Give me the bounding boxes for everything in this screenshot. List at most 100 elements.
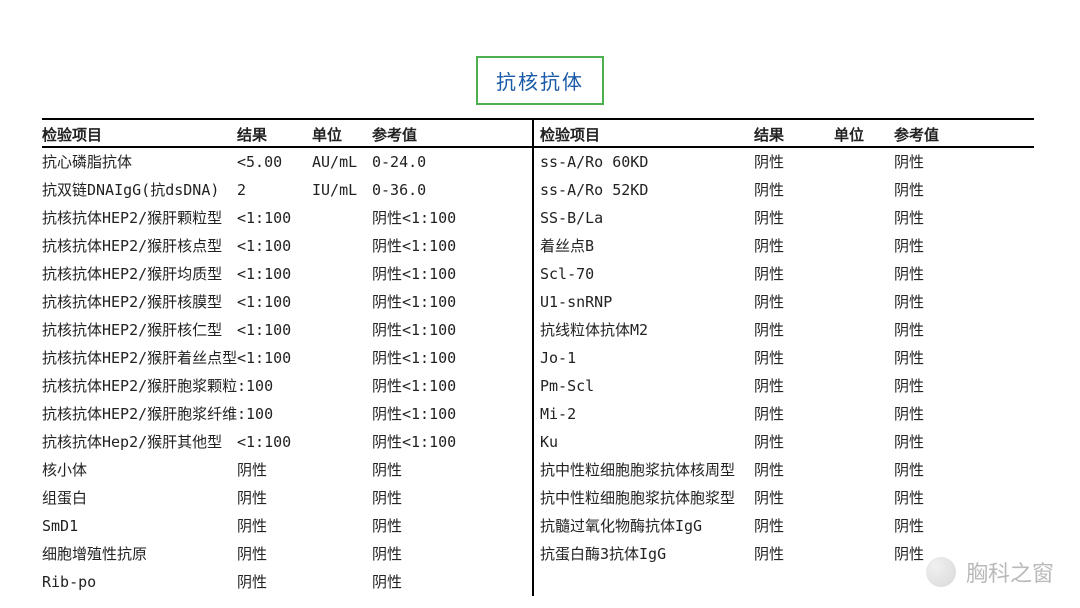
col-header-ref: 参考值 [894, 120, 1034, 150]
cell-ref: 阴性 [372, 484, 532, 512]
title-badge: 抗核抗体 [476, 56, 604, 105]
table-row: 抗核抗体HEP2/猴肝核仁型<1:100阴性<1:100 [42, 316, 532, 344]
cell-result: 2 [237, 176, 312, 204]
watermark-text: 胸科之窗 [966, 556, 1054, 588]
cell-ref: 阴性 [894, 344, 1034, 372]
cell-ref: 阴性 [894, 260, 1034, 288]
cell-item: 抗核抗体HEP2/猴肝胞浆纤维型 [42, 400, 237, 428]
cell-item: 抗心磷脂抗体 [42, 148, 237, 176]
table-row: 细胞增殖性抗原阴性阴性 [42, 540, 532, 568]
cell-ref: 阴性<1:100 [372, 204, 532, 232]
cell-item: 组蛋白 [42, 484, 237, 512]
table-row: 抗心磷脂抗体<5.00AU/mL0-24.0 [42, 148, 532, 176]
cell-result: 阴性 [237, 540, 312, 568]
cell-result: <1:100 [237, 204, 312, 232]
right-column-group: 检验项目 结果 单位 参考值 ss-A/Ro 60KD阴性阴性ss-A/Ro 5… [534, 118, 1034, 596]
cell-item: 着丝点B [534, 232, 754, 260]
watermark: 胸科之窗 [926, 556, 1054, 588]
cell-ref: 0-36.0 [372, 176, 532, 204]
table-row: Rib-po阴性阴性 [42, 568, 532, 596]
table-row: Ku阴性阴性 [534, 428, 1034, 456]
cell-ref: 阴性<1:100 [372, 232, 532, 260]
cell-item: ss-A/Ro 60KD [534, 148, 754, 176]
cell-item: 抗核抗体HEP2/猴肝核膜型 [42, 288, 237, 316]
cell-result: 阴性 [237, 456, 312, 484]
col-header-unit: 单位 [834, 120, 894, 150]
cell-item: 抗核抗体HEP2/猴肝均质型 [42, 260, 237, 288]
cell-item: 抗核抗体Hep2/猴肝其他型 [42, 428, 237, 456]
cell-ref: 阴性<1:100 [372, 400, 532, 428]
table-row: Scl-70阴性阴性 [534, 260, 1034, 288]
col-header-item: 检验项目 [42, 120, 237, 150]
cell-item: SmD1 [42, 512, 237, 540]
table-row: 抗双链DNAIgG(抗dsDNA)2IU/mL0-36.0 [42, 176, 532, 204]
cell-ref: 阴性 [894, 316, 1034, 344]
cell-item: 抗核抗体HEP2/猴肝核仁型 [42, 316, 237, 344]
cell-result: 阴性 [754, 344, 834, 372]
table-row: Jo-1阴性阴性 [534, 344, 1034, 372]
cell-ref: 阴性<1:100 [372, 372, 532, 400]
cell-result: <1:100 [237, 316, 312, 344]
cell-item: SS-B/La [534, 204, 754, 232]
cell-unit: IU/mL [312, 176, 372, 204]
cell-result: 阴性 [754, 540, 834, 568]
table-row: 抗核抗体HEP2/猴肝核点型<1:100阴性<1:100 [42, 232, 532, 260]
cell-result: 阴性 [754, 204, 834, 232]
cell-item: ss-A/Ro 52KD [534, 176, 754, 204]
cell-item: U1-snRNP [534, 288, 754, 316]
cell-ref: 阴性 [894, 372, 1034, 400]
col-header-ref: 参考值 [372, 120, 532, 150]
cell-ref: 阴性 [894, 400, 1034, 428]
cell-item: 核小体 [42, 456, 237, 484]
cell-ref: 阴性 [894, 456, 1034, 484]
table-row: U1-snRNP阴性阴性 [534, 288, 1034, 316]
table-row: 抗核抗体HEP2/猴肝着丝点型<1:100阴性<1:100 [42, 344, 532, 372]
cell-ref: 阴性 [894, 512, 1034, 540]
cell-item: 抗核抗体HEP2/猴肝着丝点型 [42, 344, 237, 372]
cell-result: <1:100 [237, 260, 312, 288]
cell-result: <1:100 [237, 428, 312, 456]
table-row: Pm-Scl阴性阴性 [534, 372, 1034, 400]
cell-ref: 阴性 [372, 456, 532, 484]
cell-ref: 阴性 [894, 428, 1034, 456]
col-header-item: 检验项目 [534, 120, 754, 150]
cell-item: 抗核抗体HEP2/猴肝胞浆颗粒型 [42, 372, 237, 400]
table-row: 抗核抗体HEP2/猴肝胞浆颗粒型:100 阴性<1:100 [42, 372, 532, 400]
cell-result: 阴性 [754, 484, 834, 512]
cell-result: 阴性 [754, 232, 834, 260]
cell-ref: 阴性 [894, 176, 1034, 204]
cell-result: 阴性 [754, 428, 834, 456]
table-row: 抗髓过氧化物酶抗体IgG阴性阴性 [534, 512, 1034, 540]
cell-item: Scl-70 [534, 260, 754, 288]
table-row: 组蛋白阴性阴性 [42, 484, 532, 512]
cell-result: 阴性 [754, 316, 834, 344]
cell-result: 阴性 [754, 288, 834, 316]
table-row: ss-A/Ro 60KD阴性阴性 [534, 148, 1034, 176]
cell-item: 细胞增殖性抗原 [42, 540, 237, 568]
table-row: 抗核抗体HEP2/猴肝颗粒型<1:100阴性<1:100 [42, 204, 532, 232]
table-row: Mi-2阴性阴性 [534, 400, 1034, 428]
cell-result: 阴性 [754, 456, 834, 484]
cell-item: Ku [534, 428, 754, 456]
table-row: 抗线粒体抗体M2阴性阴性 [534, 316, 1034, 344]
cell-ref: 阴性 [894, 288, 1034, 316]
cell-ref: 阴性 [894, 232, 1034, 260]
cell-result: :100 [237, 400, 312, 428]
cell-item: 抗双链DNAIgG(抗dsDNA) [42, 176, 237, 204]
col-header-unit: 单位 [312, 120, 372, 150]
cell-result: <1:100 [237, 288, 312, 316]
cell-result: <1:100 [237, 344, 312, 372]
cell-ref: 0-24.0 [372, 148, 532, 176]
table-row: 抗中性粒细胞胞浆抗体核周型阴性阴性 [534, 456, 1034, 484]
cell-result: 阴性 [754, 260, 834, 288]
cell-result: :100 [237, 372, 312, 400]
cell-item: 抗蛋白酶3抗体IgG [534, 540, 754, 568]
table-row: SmD1阴性阴性 [42, 512, 532, 540]
col-header-result: 结果 [237, 120, 312, 150]
cell-item: 抗线粒体抗体M2 [534, 316, 754, 344]
table-row: 抗核抗体Hep2/猴肝其他型<1:100阴性<1:100 [42, 428, 532, 456]
table-row: 抗中性粒细胞胞浆抗体胞浆型阴性阴性 [534, 484, 1034, 512]
col-header-result: 结果 [754, 120, 834, 150]
left-header-row: 检验项目 结果 单位 参考值 [42, 118, 532, 148]
cell-item: Mi-2 [534, 400, 754, 428]
